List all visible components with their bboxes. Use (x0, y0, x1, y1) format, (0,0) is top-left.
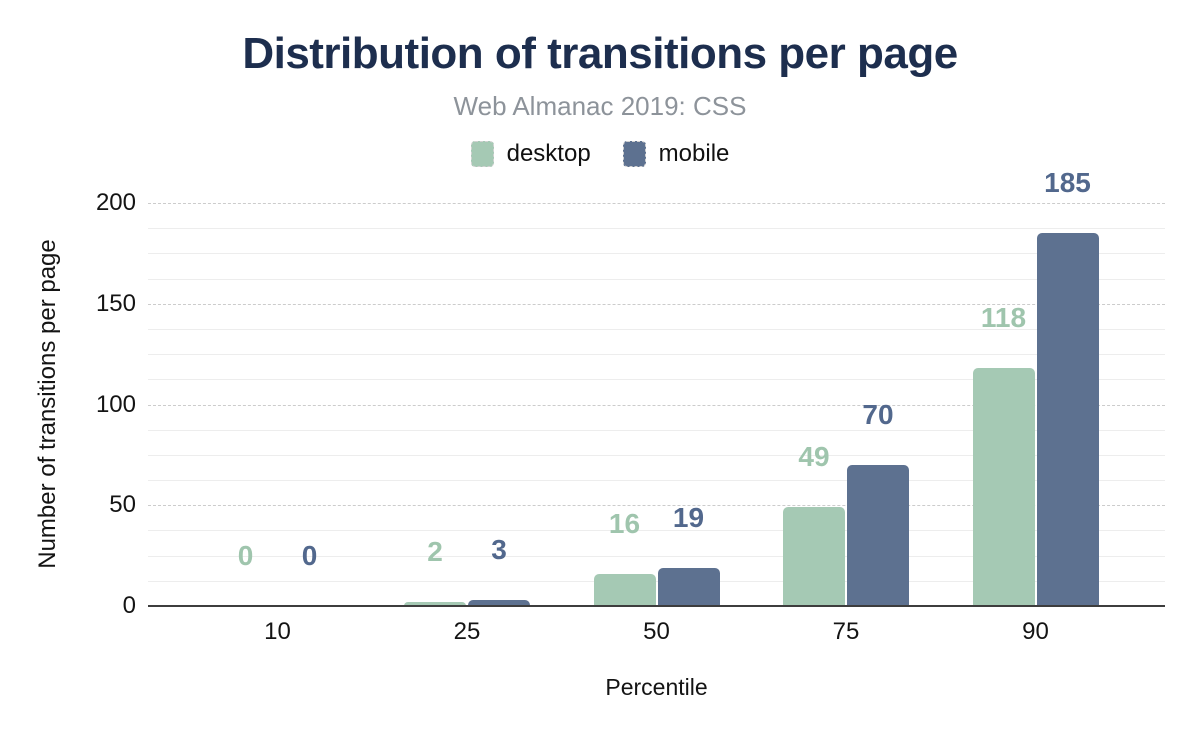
major-gridline (148, 203, 1165, 204)
desktop-value-label: 16 (608, 508, 641, 539)
minor-gridline (148, 530, 1165, 532)
mobile-bar[interactable] (657, 568, 720, 606)
chart-title: Distribution of transitions per page (242, 29, 958, 78)
chart-subtitle: Web Almanac 2019: CSS (453, 91, 747, 122)
desktop-bar[interactable] (593, 574, 656, 606)
mobile-value-label: 70 (862, 399, 894, 430)
minor-gridline (148, 354, 1165, 356)
y-tick-label: 200 (95, 189, 136, 216)
mobile-value-label: 19 (672, 502, 705, 533)
y-tick-label: 0 (122, 592, 136, 619)
minor-gridline (148, 429, 1165, 431)
desktop-bar[interactable] (972, 368, 1035, 606)
legend-label-mobile: mobile (658, 139, 730, 167)
x-tick-label: 75 (832, 618, 860, 645)
minor-gridline (148, 555, 1165, 557)
minor-gridline (148, 328, 1165, 330)
y-tick-label: 50 (109, 491, 136, 519)
legend: desktop mobile (0, 140, 1200, 168)
minor-gridline (148, 480, 1165, 482)
mobile-value-label: 0 (301, 540, 318, 571)
legend-item-desktop[interactable]: desktop (470, 139, 591, 168)
desktop-bar[interactable] (783, 507, 845, 606)
minor-gridline (148, 278, 1165, 280)
desktop-value-label: 118 (980, 302, 1027, 333)
y-tick-label: 100 (95, 390, 136, 418)
desktop-value-label: 2 (427, 536, 443, 567)
desktop-swatch-icon (470, 140, 494, 167)
minor-gridline (148, 454, 1165, 456)
legend-label-desktop: desktop (506, 139, 591, 167)
desktop-bar[interactable] (404, 602, 466, 606)
x-axis-line (148, 605, 1165, 607)
mobile-value-label: 185 (1044, 167, 1091, 198)
x-tick-label: 25 (453, 618, 481, 645)
major-gridline (148, 404, 1165, 406)
minor-gridline (148, 253, 1165, 255)
minor-gridline (148, 580, 1165, 582)
x-tick-label: 90 (1022, 618, 1049, 645)
legend-item-mobile[interactable]: mobile (622, 139, 730, 168)
y-tick-label: 150 (95, 289, 136, 317)
mobile-bar[interactable] (468, 600, 530, 606)
plot-area: 0 50 100 150 200 10 0 0 25 2 3 50 16 19 75 49 70 90 118 185 (96, 169, 1165, 645)
desktop-value-label: 49 (798, 441, 830, 472)
minor-gridline (148, 379, 1165, 381)
minor-gridline (148, 228, 1165, 230)
mobile-swatch-icon (622, 140, 646, 167)
major-gridline (148, 303, 1165, 305)
x-axis-title: Percentile (605, 674, 708, 700)
mobile-value-label: 3 (491, 534, 507, 565)
y-axis-title: Number of transitions per page (34, 239, 61, 569)
x-tick-label: 50 (643, 618, 670, 645)
major-gridline (148, 505, 1165, 507)
x-tick-label: 10 (264, 618, 291, 645)
mobile-bar[interactable] (1036, 233, 1099, 606)
mobile-bar[interactable] (847, 465, 909, 606)
desktop-value-label: 0 (237, 540, 254, 571)
